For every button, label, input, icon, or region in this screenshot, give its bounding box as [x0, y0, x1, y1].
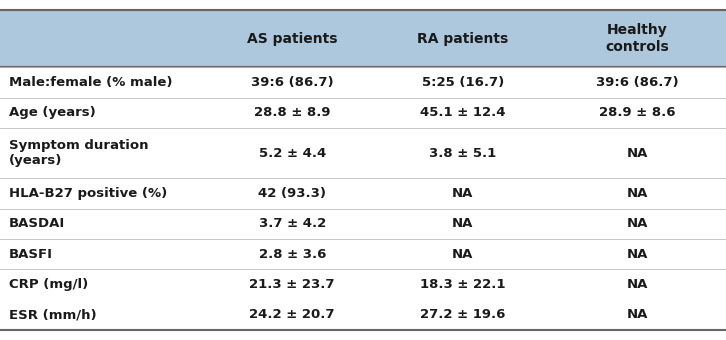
Text: Symptom duration
(years): Symptom duration (years)	[9, 139, 148, 167]
Text: 28.8 ± 8.9: 28.8 ± 8.9	[254, 106, 330, 119]
Text: Healthy
controls: Healthy controls	[605, 23, 669, 54]
Text: NA: NA	[452, 248, 473, 260]
Text: 27.2 ± 19.6: 27.2 ± 19.6	[420, 308, 505, 321]
Text: 2.8 ± 3.6: 2.8 ± 3.6	[258, 248, 326, 260]
Text: ESR (mm/h): ESR (mm/h)	[9, 308, 97, 321]
Text: 21.3 ± 23.7: 21.3 ± 23.7	[250, 278, 335, 291]
Text: BASDAI: BASDAI	[9, 217, 65, 230]
Text: 5:25 (16.7): 5:25 (16.7)	[422, 76, 504, 89]
Text: 39:6 (86.7): 39:6 (86.7)	[251, 76, 333, 89]
Text: 42 (93.3): 42 (93.3)	[258, 187, 326, 200]
Text: CRP (mg/l): CRP (mg/l)	[9, 278, 88, 291]
Text: Age (years): Age (years)	[9, 106, 95, 119]
Text: NA: NA	[627, 278, 648, 291]
Text: RA patients: RA patients	[417, 32, 508, 46]
Text: 45.1 ± 12.4: 45.1 ± 12.4	[420, 106, 505, 119]
Text: HLA-B27 positive (%): HLA-B27 positive (%)	[9, 187, 167, 200]
Text: AS patients: AS patients	[247, 32, 338, 46]
Text: Male:female (% male): Male:female (% male)	[9, 76, 172, 89]
Text: 18.3 ± 22.1: 18.3 ± 22.1	[420, 278, 505, 291]
Text: NA: NA	[452, 217, 473, 230]
Text: NA: NA	[627, 308, 648, 321]
Text: BASFI: BASFI	[9, 248, 53, 260]
Text: 28.9 ± 8.6: 28.9 ± 8.6	[599, 106, 675, 119]
Text: NA: NA	[627, 147, 648, 160]
Bar	[0, 10, 726, 67]
Text: NA: NA	[627, 187, 648, 200]
Text: 39:6 (86.7): 39:6 (86.7)	[596, 76, 678, 89]
Text: NA: NA	[627, 217, 648, 230]
Text: 5.2 ± 4.4: 5.2 ± 4.4	[258, 147, 326, 160]
Text: 3.7 ± 4.2: 3.7 ± 4.2	[258, 217, 326, 230]
Text: NA: NA	[627, 248, 648, 260]
Text: 3.8 ± 5.1: 3.8 ± 5.1	[429, 147, 497, 160]
Text: NA: NA	[452, 187, 473, 200]
Text: 24.2 ± 20.7: 24.2 ± 20.7	[250, 308, 335, 321]
